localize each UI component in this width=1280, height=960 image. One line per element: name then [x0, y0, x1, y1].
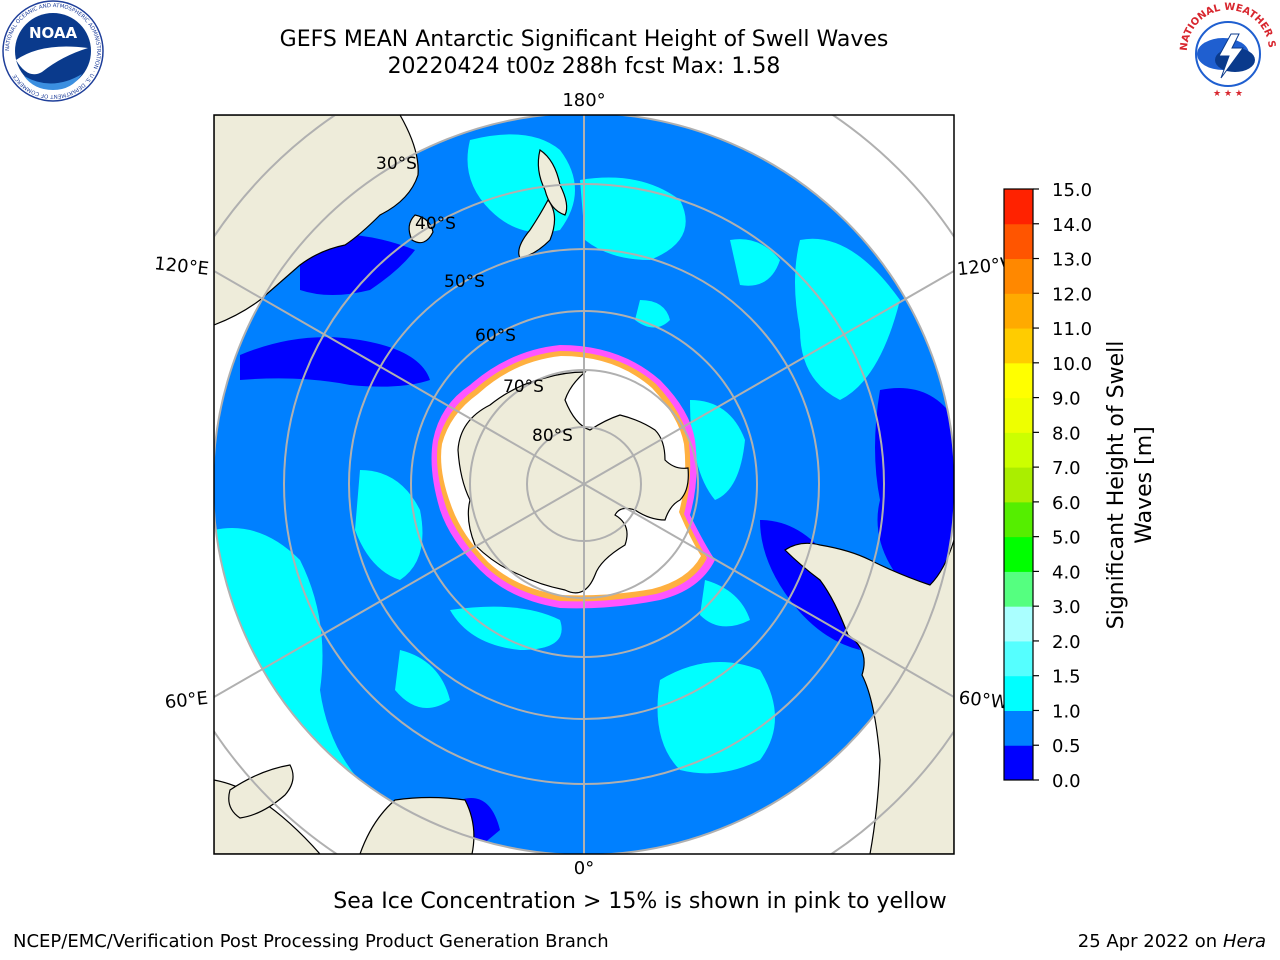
colorbar-bin — [1004, 362, 1033, 399]
lat-label-60: 60°S — [475, 326, 516, 346]
colorbar-tick-label: 12.0 — [1052, 284, 1092, 305]
swell-patch — [395, 650, 450, 708]
swell-patch — [730, 239, 780, 286]
lon-label-60e: 60°E — [164, 688, 209, 713]
colorbar-bin — [1004, 640, 1033, 677]
title-line-1: GEFS MEAN Antarctic Significant Height o… — [279, 27, 889, 52]
lat-label-50: 50°S — [444, 272, 485, 292]
colorbar-bin — [1004, 536, 1033, 572]
colorbar-tick-label: 14.0 — [1052, 215, 1092, 236]
footer-right: 25 Apr 2022 on Hera — [1078, 931, 1266, 952]
colorbar-tick-label: 3.0 — [1052, 597, 1081, 618]
colorbar-bin — [1004, 710, 1033, 746]
swell-patch — [657, 662, 775, 774]
swell-patch — [355, 470, 423, 580]
colorbar-bin — [1004, 189, 1033, 225]
colorbar-bin — [1004, 258, 1033, 294]
colorbar-bin — [1004, 432, 1033, 468]
lat-label-80: 80°S — [532, 426, 573, 446]
svg-text:★ ★ ★: ★ ★ ★ — [1213, 89, 1243, 99]
colorbar-bin — [1004, 571, 1033, 607]
nws-logo: NATIONAL WEATHER SERVICE ★ ★ ★ — [1177, 0, 1277, 100]
colorbar-bin — [1004, 675, 1033, 711]
swell-patch — [580, 177, 686, 260]
south-america-land — [784, 539, 954, 854]
swell-patch — [795, 238, 900, 400]
colorbar-tick-label: 9.0 — [1052, 389, 1081, 410]
colorbar-bin — [1004, 745, 1033, 781]
meridian-60 — [583, 270, 954, 485]
new-zealand-land — [537, 149, 568, 216]
australia-land — [214, 115, 419, 326]
swell-patch — [700, 580, 750, 627]
footer-host: Hera — [1222, 931, 1266, 952]
swell-patch — [690, 400, 745, 500]
colorbar-tick-label: 8.0 — [1052, 423, 1081, 444]
colorbar: 15.0 14.0 13.0 12.0 11.0 10.0 9.0 8.0 7.0 6.0 5.0 4… — [1003, 180, 1092, 792]
colorbar-tick-label: 11.0 — [1052, 319, 1092, 340]
colorbar-tick-label: 0.5 — [1052, 736, 1081, 757]
africa-land — [359, 796, 475, 854]
colorbar-tick-label: 15.0 — [1052, 180, 1092, 201]
colorbar-tick-label: 10.0 — [1052, 354, 1092, 375]
meridian-120 — [583, 483, 954, 698]
colorbar-bin — [1004, 501, 1033, 538]
colorbar-tick-label: 1.5 — [1052, 667, 1081, 688]
map-frame — [213, 114, 955, 855]
colorbar-tick-label: 5.0 — [1052, 528, 1081, 549]
noaa-logo: NOAA NATIONAL OCEANIC AND ATMOSPHERIC AD… — [2, 0, 104, 102]
low-swell-region — [760, 520, 860, 650]
colorbar-tick-label: 1.0 — [1052, 701, 1081, 722]
antarctica-land — [457, 371, 689, 594]
colorbar-bin — [1004, 467, 1033, 503]
colorbar-tick-label: 13.0 — [1052, 250, 1092, 271]
low-swell-region — [240, 337, 430, 387]
lat-label-40: 40°S — [415, 214, 456, 234]
lon-label-120e: 120°E — [153, 253, 210, 280]
colorbar-tick-label: 2.0 — [1052, 632, 1081, 653]
colorbar-bin — [1004, 397, 1033, 433]
low-swell-region — [875, 388, 954, 607]
colorbar-label-line2: Waves [m] — [1132, 426, 1157, 543]
swell-patch — [450, 606, 562, 650]
title-line-2: 20220424 t00z 288h fcst Max: 1.58 — [387, 54, 781, 79]
meridian-60 — [214, 483, 585, 698]
colorbar-label-line1: Significant Height of Swell — [1104, 341, 1129, 630]
footer-date: 25 Apr 2022 on — [1077, 931, 1223, 952]
footer-left: NCEP/EMC/Verification Post Processing Pr… — [13, 931, 609, 952]
lat-label-30: 30°S — [376, 154, 417, 174]
colorbar-frame — [1003, 188, 1034, 781]
noaa-logo-text: NOAA — [29, 24, 78, 42]
lat-label-70: 70°S — [503, 377, 544, 397]
sea-ice-caption: Sea Ice Concentration > 15% is shown in … — [333, 889, 947, 914]
colorbar-tick-label: 4.0 — [1052, 562, 1081, 583]
colorbar-bin — [1004, 293, 1033, 329]
colorbar-bin — [1004, 606, 1033, 642]
lon-label-60w: 60°W — [958, 687, 1010, 713]
colorbar-bin — [1004, 328, 1033, 364]
meridian-120 — [214, 270, 585, 485]
colorbar-tick-label: 0.0 — [1052, 771, 1081, 792]
colorbar-bin — [1004, 223, 1033, 260]
madagascar-land — [228, 764, 294, 819]
colorbar-tick-label: 7.0 — [1052, 458, 1081, 479]
lon-label-0: 0° — [574, 858, 594, 879]
lon-label-180: 180° — [562, 90, 605, 111]
colorbar-tick-label: 6.0 — [1052, 493, 1081, 514]
